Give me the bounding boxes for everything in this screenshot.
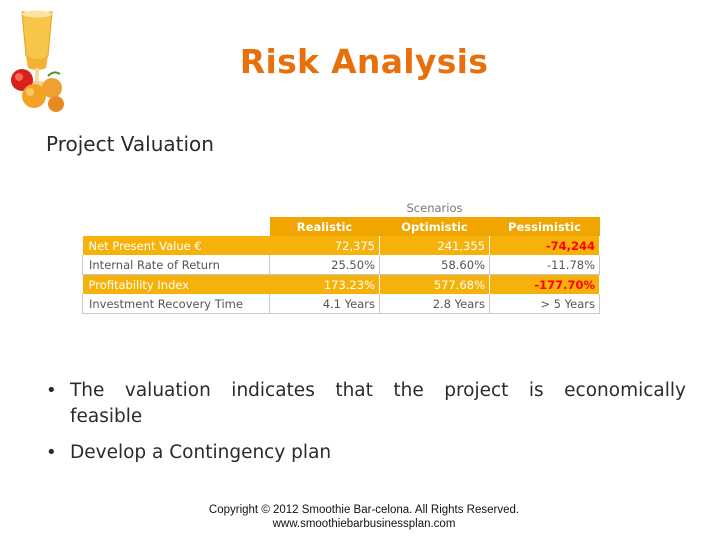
col-header-pessimistic: Pessimistic	[489, 217, 600, 236]
cell-value: 58.60%	[379, 255, 490, 275]
bullet-list: • The valuation indicates that the proje…	[46, 378, 686, 476]
cell-value: 2.8 Years	[379, 294, 490, 314]
row-label: Profitability Index	[82, 274, 270, 294]
bullet-icon: •	[46, 442, 57, 463]
footer: Copyright © 2012 Smoothie Bar-celona. Al…	[0, 503, 728, 531]
cell-value: 72,375	[269, 236, 380, 255]
bullet-text: Develop a Contingency plan	[70, 442, 332, 463]
table-row-npv: Net Present Value € 72,375 241,355 -74,2…	[82, 236, 600, 255]
row-label: Net Present Value €	[82, 236, 270, 255]
table-row-irr: Internal Rate of Return 25.50% 58.60% -1…	[82, 255, 600, 275]
slide-title: Risk Analysis	[239, 42, 489, 81]
copyright-text: Copyright © 2012 Smoothie Bar-celona. Al…	[208, 504, 520, 516]
risk-analysis-table: Scenarios Realistic Optimistic Pessimist…	[82, 198, 600, 314]
cell-value-negative: -177.70%	[489, 274, 600, 294]
table-row-recovery: Investment Recovery Time 4.1 Years 2.8 Y…	[82, 294, 600, 314]
scenarios-header: Scenarios	[406, 200, 463, 215]
cell-value: 577.68%	[379, 274, 490, 294]
bullet-icon: •	[46, 380, 57, 401]
row-label: Internal Rate of Return	[82, 255, 270, 275]
cell-value: 173.23%	[269, 274, 380, 294]
col-header-optimistic: Optimistic	[379, 217, 490, 236]
bullet-text: The valuation indicates that the project…	[70, 380, 686, 427]
cell-value: 25.50%	[269, 255, 380, 275]
smoothie-fruit-image	[11, 10, 64, 112]
col-header-realistic: Realistic	[269, 217, 380, 236]
cell-value-negative: -74,244	[489, 236, 600, 255]
cell-value: > 5 Years	[489, 294, 600, 314]
table-row-profitability: Profitability Index 173.23% 577.68% -177…	[82, 274, 600, 294]
list-item: • Develop a Contingency plan	[46, 440, 686, 466]
cell-value: 241,355	[379, 236, 490, 255]
row-label: Investment Recovery Time	[82, 294, 270, 314]
list-item: • The valuation indicates that the proje…	[46, 378, 686, 430]
section-subtitle: Project Valuation	[46, 132, 214, 156]
cell-value: -11.78%	[489, 255, 600, 275]
cell-value: 4.1 Years	[269, 294, 380, 314]
website-link[interactable]: www.smoothiebarbusinessplan.com	[272, 518, 456, 530]
